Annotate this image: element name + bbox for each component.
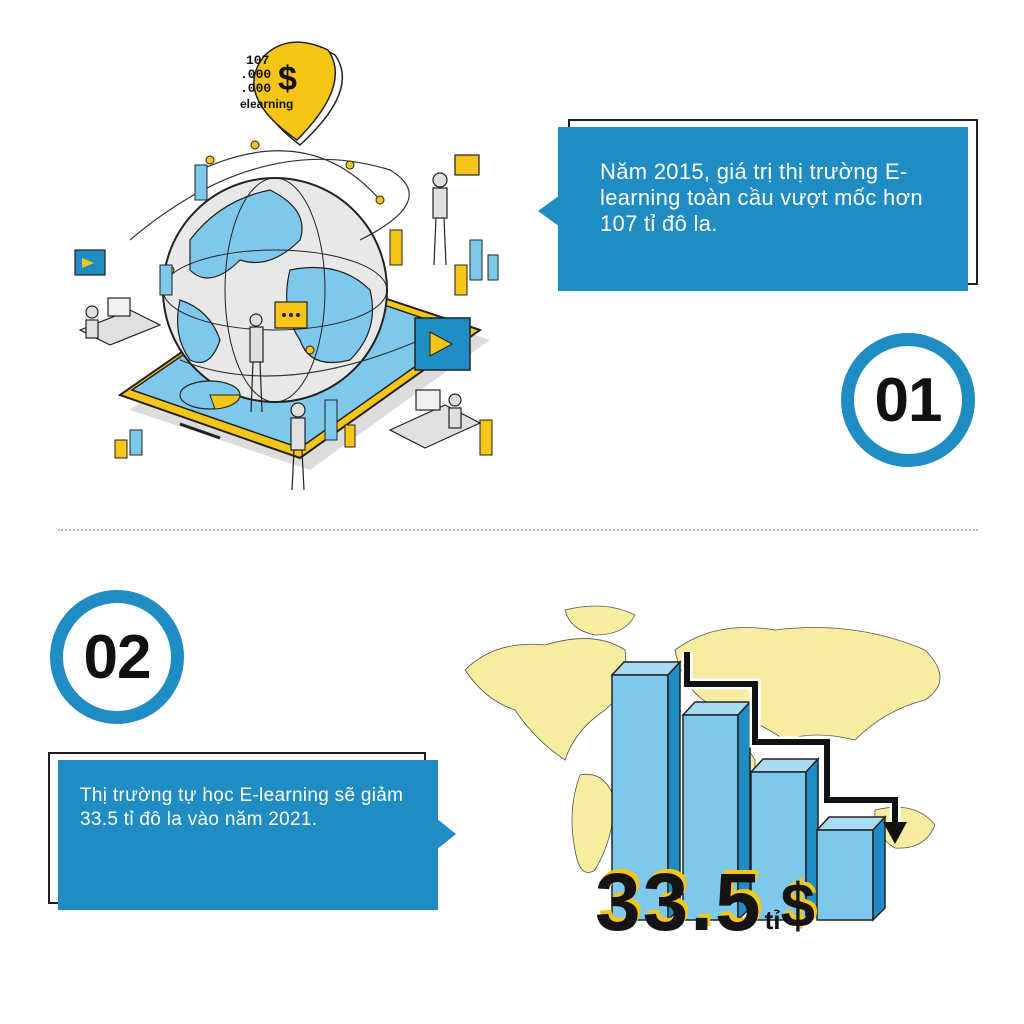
pin-amount-line3: .000 [240,81,271,96]
map-pin-icon: 107 .000 .000 $ elearning [240,41,344,146]
section-2-number: 02 [83,622,152,692]
decline-amount: 33.5 tỉ $ [595,857,815,948]
pin-caption: elearning [240,97,293,111]
elearning-globe-illustration: 107 .000 .000 $ elearning [74,41,499,491]
chat-bubble-icon [74,154,480,371]
bar-chart-icon [114,164,499,459]
callout-pointer [436,818,456,850]
callout-box [58,760,438,910]
decline-amount-number: 33.5 [595,857,763,948]
pin-amount-line2: .000 [240,67,271,82]
section-1-number: 01 [874,365,943,435]
callout-box [558,127,968,291]
decline-amount-unit: tỉ [764,905,781,935]
section-2-number-badge: 02 [50,590,184,724]
section-2-text: Thị trường tự học E-learning sẽ giảm 33.… [80,785,404,830]
callout-section-1: Năm 2015, giá trị thị trường E-learning … [530,115,980,295]
decline-amount-currency: $ [780,872,815,941]
pie-chart-icon [179,380,241,410]
section-divider [58,529,978,531]
bar-chart-icon [610,660,887,922]
down-arrow-icon [681,652,907,844]
person-icon [432,172,448,266]
pin-currency: $ [278,60,297,98]
callout-section-2: Thị trường tự học E-learning sẽ giảm 33.… [46,750,466,920]
section-1-number-badge: 01 [841,333,975,467]
section-1-text: Năm 2015, giá trị thị trường E-learning … [600,159,923,236]
desk-icon [78,297,482,449]
globe-icon [162,177,388,403]
declining-market-illustration [464,605,941,922]
pin-amount-line1: 107 [246,53,269,68]
callout-pointer [538,195,560,227]
